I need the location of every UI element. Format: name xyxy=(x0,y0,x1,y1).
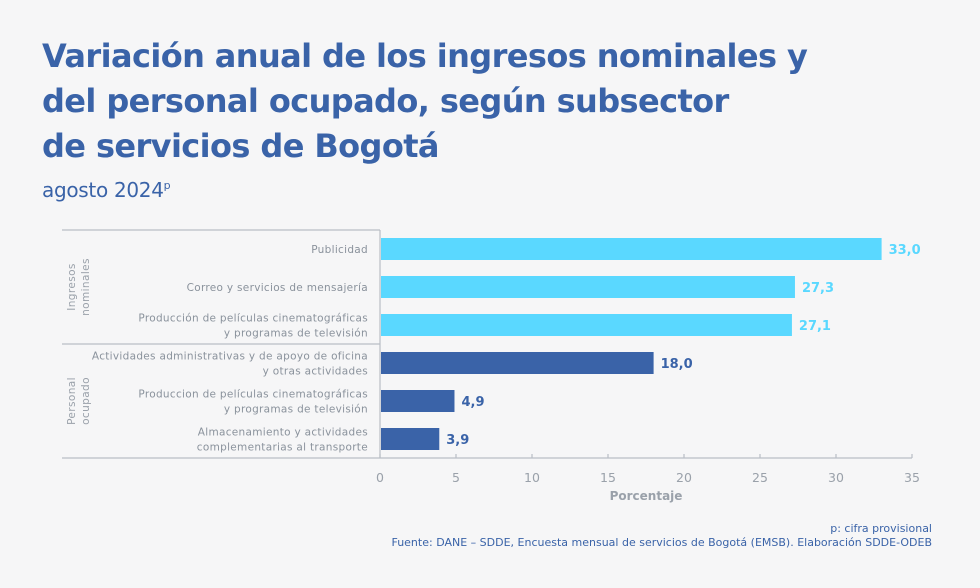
bar-ingresos-0 xyxy=(381,238,882,260)
data-label: 18,0 xyxy=(661,357,693,372)
title-line-1: Variación anual de los ingresos nominale… xyxy=(42,37,808,75)
bar-personal-1 xyxy=(381,390,455,412)
group-label: nominales xyxy=(80,258,92,316)
provisional-mark: p xyxy=(163,179,171,192)
category-label: complementarias al transporte xyxy=(197,442,368,454)
x-tick-label: 30 xyxy=(828,470,844,485)
x-axis-title: Porcentaje xyxy=(610,489,683,503)
group-label: ocupado xyxy=(80,377,92,425)
data-label: 4,9 xyxy=(461,395,484,410)
bar-ingresos-2 xyxy=(381,314,792,336)
bar-ingresos-1 xyxy=(381,276,795,298)
x-tick-label: 20 xyxy=(676,470,692,485)
source-note: Fuente: DANE – SDDE, Encuesta mensual de… xyxy=(391,536,932,549)
category-label: Correo y servicios de mensajería xyxy=(187,282,368,294)
category-label: y programas de televisión xyxy=(224,328,368,340)
title-line-3: de servicios de Bogotá xyxy=(42,127,440,165)
x-tick-label: 25 xyxy=(752,470,768,485)
bar-personal-0 xyxy=(381,352,654,374)
category-label: y otras actividades xyxy=(263,366,368,378)
x-tick-label: 15 xyxy=(600,470,616,485)
data-label: 27,1 xyxy=(799,319,831,334)
bar-personal-2 xyxy=(381,428,440,450)
category-label: y programas de televisión xyxy=(224,404,368,416)
chart-title: Variación anual de los ingresos nominale… xyxy=(42,34,902,169)
data-label: 27,3 xyxy=(802,281,834,296)
data-label: 3,9 xyxy=(446,433,469,448)
category-label: Produccion de películas cinematográficas xyxy=(138,389,368,401)
category-label: Publicidad xyxy=(311,244,368,256)
x-tick-label: 5 xyxy=(452,470,460,485)
category-label: Producción de películas cinematográficas xyxy=(138,313,368,325)
x-tick-label: 10 xyxy=(524,470,540,485)
group-label: Ingresos xyxy=(66,263,78,311)
provisional-note: p: cifra provisional xyxy=(830,522,932,535)
category-label: Almacenamiento y actividades xyxy=(198,427,368,439)
category-label: Actividades administrativas y de apoyo d… xyxy=(92,351,368,363)
x-tick-label: 0 xyxy=(376,470,384,485)
title-line-2: del personal ocupado, según subsector xyxy=(42,82,729,120)
subtitle-text: agosto 2024 xyxy=(42,178,164,202)
group-label: Personal xyxy=(66,377,78,425)
chart-subtitle: agosto 2024p xyxy=(42,178,171,202)
data-label: 33,0 xyxy=(889,243,921,258)
x-tick-label: 35 xyxy=(904,470,920,485)
